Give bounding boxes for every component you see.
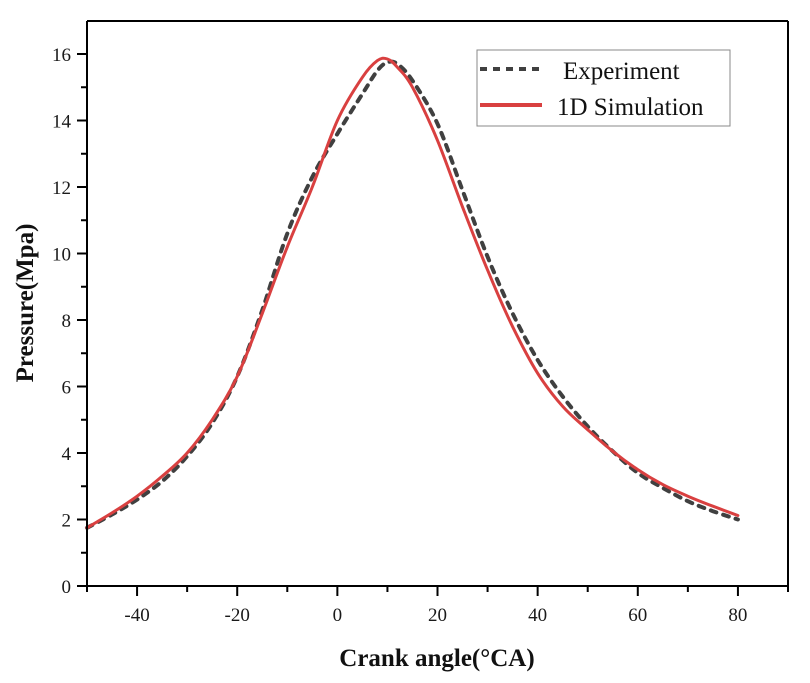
y-tick-label: 4: [62, 444, 72, 465]
x-axis-title: Crank angle(°CA): [339, 645, 534, 672]
y-tick-label: 0: [62, 577, 72, 598]
y-tick-label: 12: [52, 178, 71, 199]
series-line-1d-simulation: [85, 56, 740, 530]
y-tick-label: 10: [52, 245, 71, 266]
y-tick-label: 16: [52, 45, 71, 66]
y-tick-label: 6: [62, 378, 72, 399]
x-tick-label: 60: [628, 605, 647, 626]
y-tick-label: 2: [62, 511, 72, 532]
ticks-layer: -40 -20 0 20 40 60 80 0 2 4 6 8 10 12 14 16: [52, 45, 789, 626]
x-tick-label: 80: [728, 605, 747, 626]
series-line-experiment: [85, 59, 740, 530]
legend: Experiment 1D Simulation: [476, 49, 731, 127]
legend-box: [476, 49, 731, 127]
x-tick-label: -20: [225, 605, 250, 626]
x-tick-label: -40: [124, 605, 149, 626]
y-tick-label: 14: [52, 112, 72, 133]
x-tick-label: 0: [333, 605, 343, 626]
x-tick-label: 40: [528, 605, 547, 626]
x-tick-label: 20: [428, 605, 447, 626]
legend-label-1d-simulation: 1D Simulation: [557, 94, 704, 121]
y-axis-title: Pressure(Mpa): [12, 224, 39, 383]
series-layer: [85, 56, 740, 530]
y-tick-label: 8: [62, 311, 72, 332]
legend-label-experiment: Experiment: [563, 58, 680, 85]
